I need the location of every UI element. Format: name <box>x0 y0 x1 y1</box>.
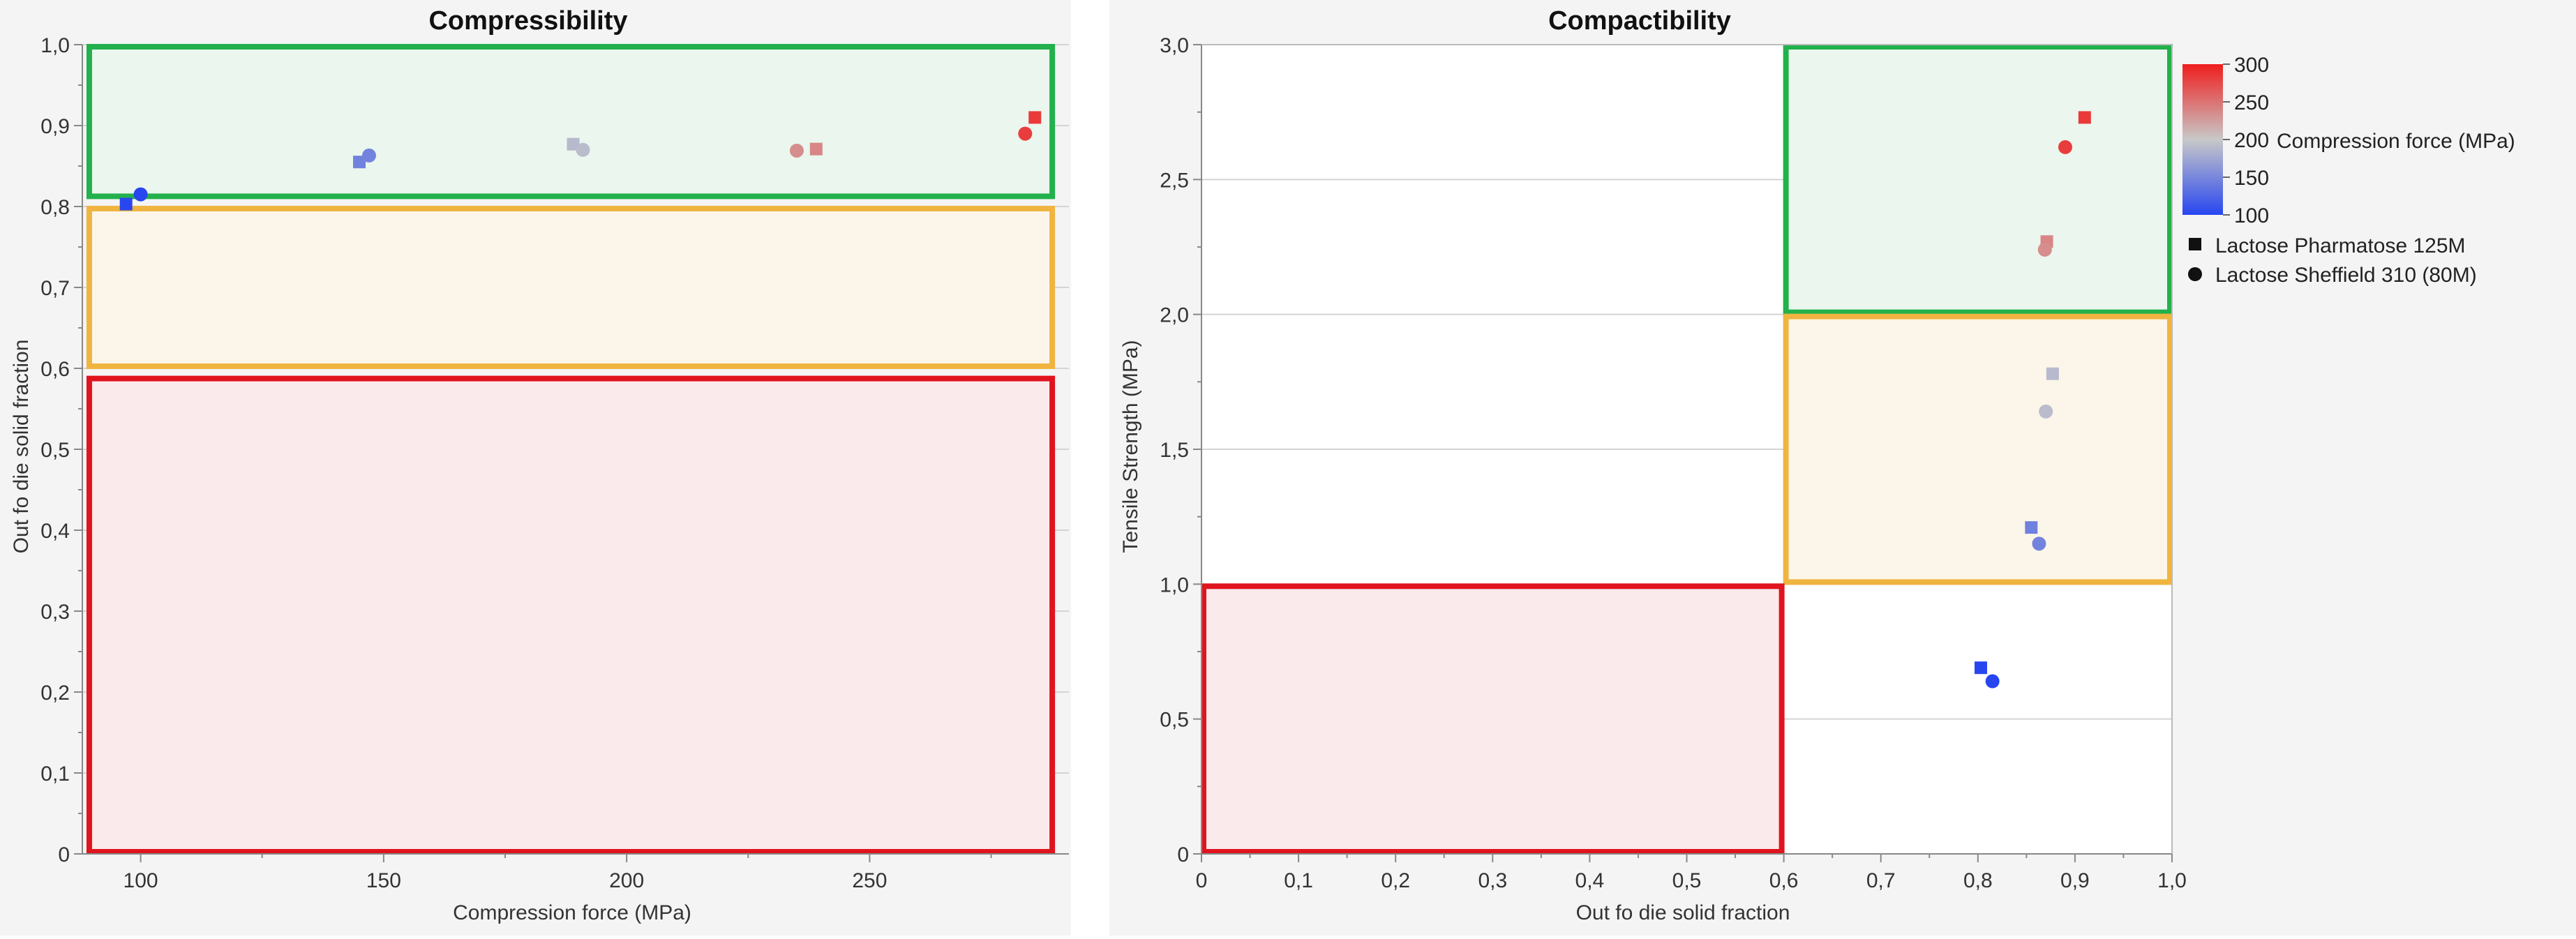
compactibility-title: Compactibility <box>1548 6 1731 36</box>
compressibility-y-tick-label: 1,0 <box>40 34 70 57</box>
compactibility-y-tick-label: 2,0 <box>1160 304 1189 327</box>
compressibility-point-sheffield <box>133 187 148 202</box>
compressibility-point-pharmatose <box>119 197 133 211</box>
legend-series-pharmatose: Lactose Pharmatose 125M <box>2215 234 2466 257</box>
compressibility-y-tick-label: 0,4 <box>40 520 70 543</box>
compressibility-point-sheffield <box>361 148 376 163</box>
compressibility-x-tick-label: 200 <box>609 869 644 892</box>
compactibility-point-sheffield <box>2039 404 2053 419</box>
compactibility-x-tick-label: 1,0 <box>2157 869 2187 892</box>
compactibility-x-tick-label: 0,5 <box>1672 869 1702 892</box>
compressibility-x-tick-label: 100 <box>123 869 158 892</box>
compressibility-point-pharmatose <box>353 156 366 169</box>
compactibility-x-tick-label: 0,4 <box>1575 869 1605 892</box>
compactibility-y-axis-label: Tensile Strength (MPa) <box>1119 340 1142 553</box>
compressibility-point-pharmatose <box>1028 111 1042 124</box>
compactibility-x-tick-label: 0,9 <box>2060 869 2090 892</box>
compressibility-y-tick-label: 0,8 <box>40 196 70 219</box>
compactibility-zone-red <box>1201 583 1785 855</box>
compressibility-zone-red <box>86 375 1056 855</box>
compactibility-y-tick-label: 0,5 <box>1160 709 1189 732</box>
compactibility-y-tick-label: 1,0 <box>1160 573 1189 596</box>
compactibility-point-sheffield <box>2037 242 2052 257</box>
compactibility-y-tick-label: 1,5 <box>1160 439 1189 462</box>
compressibility-y-tick-label: 0,9 <box>40 115 70 138</box>
circle-marker-icon <box>2188 267 2202 281</box>
compressibility-x-axis-label: Compression force (MPa) <box>453 901 691 924</box>
compressibility-data-points <box>119 111 1042 211</box>
compactibility-point-sheffield <box>1985 674 2000 689</box>
panel-gap <box>1071 0 1109 936</box>
compressibility-y-axis-label: Out fo die solid fraction <box>10 340 33 554</box>
compactibility-y-tick-label: 0 <box>1177 843 1189 866</box>
square-marker-icon <box>2189 238 2201 250</box>
compactibility-x-tick-label: 0,1 <box>1284 869 1313 892</box>
compactibility-x-tick-label: 0,6 <box>1769 869 1799 892</box>
compactibility-y-tick-label: 2,5 <box>1160 169 1189 192</box>
compressibility-point-pharmatose <box>567 137 580 151</box>
compactibility-axes <box>1193 44 2173 862</box>
compressibility-zone-orange <box>86 206 1056 369</box>
compressibility-point-sheffield <box>789 143 804 158</box>
compressibility-y-tick-label: 0,7 <box>40 277 70 300</box>
compressibility-x-tick-label: 150 <box>366 869 401 892</box>
compressibility-y-tick-label: 0,5 <box>40 439 70 462</box>
compressibility-y-tick-label: 0,6 <box>40 358 70 381</box>
compressibility-zones <box>86 44 1056 855</box>
compactibility-point-sheffield <box>2058 140 2072 154</box>
compactibility-x-tick-label: 0,7 <box>1866 869 1896 892</box>
colorbar-tick-label: 300 <box>2234 54 2269 77</box>
compactibility-x-tick-label: 0,8 <box>1963 869 1993 892</box>
colorbar-title: Compression force (MPa) <box>2277 130 2515 153</box>
compressibility-y-tick-label: 0,1 <box>40 763 70 786</box>
compactibility-point-pharmatose <box>2078 111 2091 124</box>
compactibility-zone-orange <box>1783 313 2173 585</box>
compactibility-tick-labels: 0 0,5 1,0 1,5 2,0 2,5 3,0 0 0,1 0,2 0,3 0,4 0,5 0,6 0,… <box>1160 34 2187 892</box>
compactibility-point-pharmatose <box>2046 367 2059 380</box>
compactibility-point-sheffield <box>2032 536 2046 551</box>
compactibility-data-points <box>1974 111 2091 689</box>
colorbar-tick-label: 250 <box>2234 91 2269 114</box>
compactibility-zones <box>1201 44 2173 855</box>
colorbar-tick-label: 150 <box>2234 167 2269 190</box>
compressibility-axes <box>74 44 1069 862</box>
compressibility-y-tick-label: 0 <box>58 843 70 866</box>
compressibility-y-tick-label: 0,3 <box>40 601 70 624</box>
compressibility-tick-labels: 0 0,1 0,2 0,3 0,4 0,5 0,6 0,7 0,8 0,9 1,0 100 150 200… <box>40 34 887 892</box>
compactibility-point-pharmatose <box>1974 661 1987 675</box>
compactibility-point-pharmatose <box>2025 521 2038 534</box>
compressibility-zone-green <box>86 44 1056 200</box>
colorbar-tick-label: 100 <box>2234 204 2269 227</box>
compactibility-y-tick-label: 3,0 <box>1160 34 1189 57</box>
compactibility-x-axis-label: Out fo die solid fraction <box>1576 901 1790 924</box>
compressibility-point-pharmatose <box>809 142 823 156</box>
colorbar <box>2182 64 2223 215</box>
legend-series-sheffield: Lactose Sheffield 310 (80M) <box>2215 264 2477 287</box>
compactibility-x-tick-label: 0 <box>1196 869 1208 892</box>
compactibility-zone-green <box>1783 44 2173 315</box>
colorbar-tick-labels: 300 250 200 150 100 <box>2223 54 2269 227</box>
compactibility-x-tick-label: 0,2 <box>1381 869 1410 892</box>
compressibility-x-tick-label: 250 <box>852 869 887 892</box>
compactibility-x-tick-label: 0,3 <box>1478 869 1507 892</box>
colorbar-tick-label: 200 <box>2234 129 2269 152</box>
compressibility-point-sheffield <box>1018 126 1033 141</box>
compressibility-point-sheffield <box>576 142 590 157</box>
compressibility-title: Compressibility <box>428 6 627 36</box>
compressibility-y-tick-label: 0,2 <box>40 682 70 705</box>
